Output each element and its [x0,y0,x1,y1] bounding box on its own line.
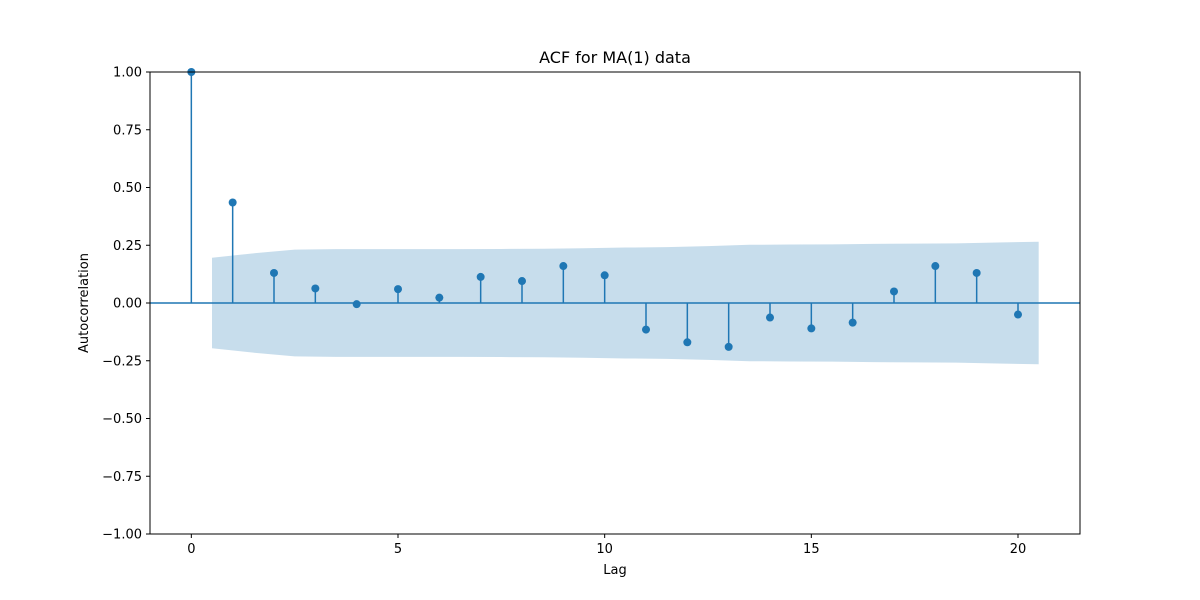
y-tick-label: 0.50 [113,181,142,196]
y-tick-label: 0.75 [113,123,142,138]
acf-marker-lag-13 [724,342,733,351]
stems-layer [190,72,1019,347]
acf-marker-lag-14 [766,313,774,322]
acf-marker-lag-9 [559,262,568,271]
y-tick-label: 1.00 [113,66,142,81]
acf-marker-lag-8 [518,277,526,286]
acf-marker-lag-19 [972,268,981,277]
x-axis: 0 5 10 15 20 [187,534,1026,557]
y-tick-label: −0.75 [102,470,142,485]
x-tick-label: 20 [1010,542,1027,557]
y-axis: −1.00 −0.75 −0.50 −0.25 0.00 0.25 0.50 0.75 1.00 [102,66,150,543]
acf-marker-lag-7 [476,272,485,281]
acf-marker-lag-10 [600,271,609,280]
acf-marker-lag-16 [848,318,857,327]
markers-layer [187,68,1022,351]
x-tick-label: 10 [596,542,613,557]
acf-marker-lag-3 [311,284,320,293]
acf-marker-lag-18 [931,262,940,271]
acf-marker-lag-20 [1014,310,1022,319]
chart-title: ACF for MA(1) data [539,48,691,67]
y-tick-label: −0.25 [102,354,142,369]
acf-marker-lag-6 [435,293,444,302]
acf-marker-lag-12 [683,338,692,347]
x-tick-label: 15 [803,542,820,557]
x-tick-label: 5 [394,542,402,557]
y-tick-label: 0.00 [113,297,142,312]
acf-marker-lag-11 [642,325,650,334]
y-axis-label: Autocorrelation [77,253,92,353]
acf-marker-lag-15 [807,324,816,333]
acf-marker-lag-5 [394,285,402,294]
x-axis-label: Lag [603,563,626,578]
acf-marker-lag-2 [270,268,278,277]
y-tick-label: −1.00 [102,528,142,543]
y-tick-label: −0.50 [102,412,142,427]
acf-marker-lag-4 [352,300,361,309]
x-tick-label: 0 [187,542,195,557]
y-tick-label: 0.25 [113,239,142,254]
acf-marker-lag-1 [228,198,237,207]
acf-marker-lag-17 [890,287,898,296]
